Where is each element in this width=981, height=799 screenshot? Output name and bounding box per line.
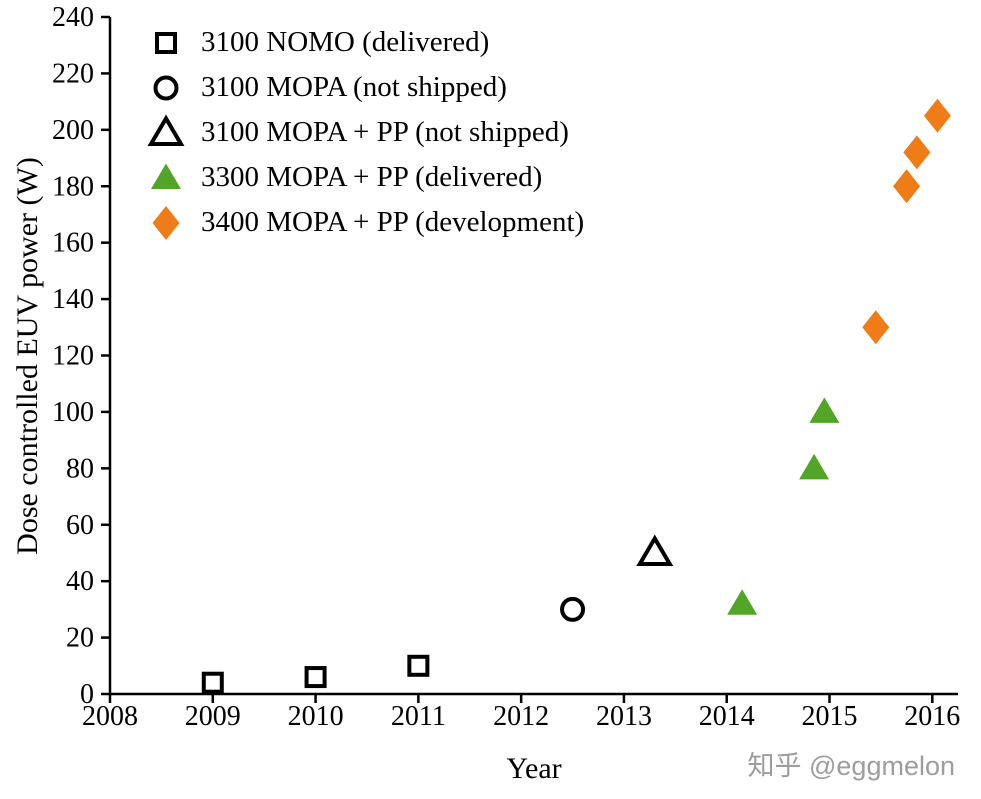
filled-diamond-marker-icon	[152, 205, 180, 240]
y-tick-label: 120	[52, 341, 94, 372]
y-tick-label: 180	[52, 171, 94, 202]
y-tick-label: 140	[52, 284, 94, 315]
data-point-triangle	[727, 589, 758, 615]
data-point-diamond	[923, 98, 951, 133]
y-tick-label: 220	[52, 58, 94, 89]
legend-label: 3100 MOPA (not shipped)	[201, 71, 507, 103]
data-point-diamond	[862, 310, 890, 345]
legend-item: 3100 MOPA (not shipped)	[146, 65, 584, 110]
data-point-triangle	[147, 114, 185, 146]
x-tick-label: 2010	[288, 701, 344, 732]
legend-item: 3100 NOMO (delivered)	[146, 20, 584, 65]
x-tick-label: 2012	[493, 701, 549, 732]
x-tick-label: 2011	[391, 701, 446, 732]
y-tick-label: 240	[52, 2, 94, 33]
y-tick-label: 0	[80, 679, 94, 710]
y-tick-label: 100	[52, 397, 94, 428]
data-point-triangle	[636, 534, 674, 566]
data-point-circle	[560, 596, 586, 622]
open-square-marker-icon	[155, 31, 177, 54]
x-tick-label: 2008	[82, 701, 138, 732]
legend-item: 3300 MOPA + PP (delivered)	[146, 155, 584, 200]
open-triangle-marker-icon	[147, 114, 185, 146]
data-point-circle	[153, 75, 179, 100]
y-axis-label: Dose controlled EUV power (W)	[11, 157, 44, 555]
data-point-square	[304, 666, 327, 689]
x-tick-label: 2013	[596, 701, 652, 732]
legend-label: 3100 MOPA + PP (not shipped)	[201, 116, 569, 148]
data-point-triangle	[799, 453, 830, 480]
data-point-square	[155, 31, 177, 54]
filled-triangle-marker-icon	[151, 163, 181, 189]
x-tick-label: 2016	[904, 701, 960, 732]
data-point-triangle	[151, 163, 181, 189]
y-tick-label: 200	[52, 115, 94, 146]
legend-label: 3400 MOPA + PP (development)	[201, 206, 585, 238]
data-point-diamond	[903, 135, 931, 170]
open-circle-marker-icon	[153, 75, 179, 100]
legend-label: 3300 MOPA + PP (delivered)	[201, 161, 543, 193]
data-point-diamond	[152, 205, 180, 240]
y-tick-label: 20	[66, 623, 94, 654]
x-axis-label: Year	[506, 752, 562, 785]
x-tick-label: 2014	[699, 701, 755, 732]
legend-label: 3100 NOMO (delivered)	[201, 26, 490, 58]
data-point-diamond	[893, 169, 921, 204]
y-tick-label: 160	[52, 228, 94, 259]
x-tick-label: 2015	[802, 701, 858, 732]
data-point-triangle	[809, 397, 840, 423]
x-tick-label: 2009	[185, 701, 241, 732]
legend: 3100 NOMO (delivered) 3100 MOPA (not shi…	[146, 20, 584, 245]
y-tick-label: 40	[66, 566, 94, 597]
y-tick-label: 80	[66, 453, 94, 484]
legend-item: 3400 MOPA + PP (development)	[146, 200, 584, 245]
legend-item: 3100 MOPA + PP (not shipped)	[146, 110, 584, 155]
data-point-square	[407, 654, 430, 677]
watermark: 知乎 @eggmelon	[747, 751, 956, 781]
y-tick-label: 60	[66, 510, 94, 541]
data-point-square	[201, 671, 224, 694]
